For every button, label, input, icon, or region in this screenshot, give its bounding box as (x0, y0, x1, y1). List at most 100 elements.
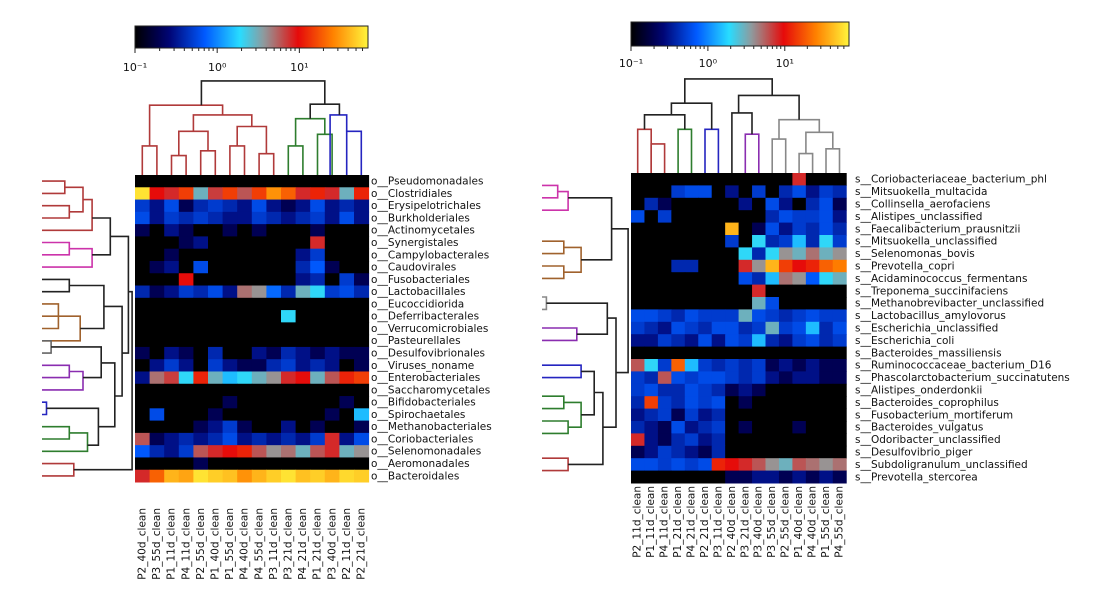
heatmap-cell (644, 408, 659, 422)
row-label: o__Verrucomicrobiales (371, 323, 488, 335)
heatmap-cell (208, 260, 224, 274)
heatmap-cell (237, 310, 253, 323)
heatmap-cell (805, 173, 820, 186)
heatmap-cell (738, 321, 753, 335)
heatmap-cell (149, 297, 165, 311)
heatmap-cell (237, 224, 253, 237)
heatmap-cell (281, 445, 297, 458)
heatmap-cell (149, 432, 165, 446)
dendrogram-link (542, 364, 582, 379)
heatmap-cell (324, 273, 340, 287)
row-label: o__Viruses_noname (371, 360, 474, 372)
heatmap-cell (657, 297, 672, 310)
heatmap-cell (792, 470, 807, 484)
row-label: o__Caudovirales (371, 262, 456, 274)
heatmap-cell (354, 248, 370, 262)
heatmap-cell (698, 284, 713, 298)
heatmap-cell (251, 199, 267, 213)
heatmap-cell (295, 322, 311, 336)
heatmap-cell (805, 197, 820, 211)
heatmap-cell (193, 420, 209, 434)
heatmap-cell (792, 421, 807, 434)
heatmap-cell (792, 383, 807, 397)
heatmap-cell (149, 445, 165, 458)
heatmap-cell (164, 175, 180, 188)
heatmap-cell (149, 359, 165, 372)
heatmap-cell (778, 210, 793, 224)
heatmap-cell (208, 371, 224, 385)
heatmap-cell (193, 469, 209, 483)
heatmap-cell (193, 445, 209, 458)
heatmap-cell (222, 383, 238, 397)
heatmap-cell (819, 359, 834, 372)
heatmap-cell (684, 235, 699, 248)
heatmap-cell (684, 334, 699, 348)
heatmap-cell (149, 396, 165, 409)
dendrogram-link (731, 112, 753, 173)
column-label: P2_21d_clean (699, 486, 711, 558)
heatmap-cell (193, 334, 209, 348)
heatmap-cell (281, 396, 297, 409)
dendrogram-link (103, 305, 123, 397)
heatmap-cell (819, 346, 834, 360)
heatmap-cell (765, 470, 780, 484)
heatmap-cell (281, 408, 297, 422)
heatmap-cell (778, 235, 793, 248)
heatmap-cell (671, 408, 686, 422)
heatmap-cell (310, 248, 326, 262)
heatmap-cell (251, 420, 267, 434)
heatmap-cell (164, 359, 180, 372)
heatmap-cell (805, 445, 820, 459)
dendrogram-link (670, 102, 713, 130)
heatmap-cell (644, 272, 659, 286)
heatmap-cell (671, 470, 686, 484)
heatmap-cell (819, 259, 834, 273)
dendrogram-link (200, 80, 326, 106)
heatmap-cell (222, 420, 238, 434)
heatmap-cell (631, 309, 645, 323)
heatmap-cell (222, 211, 238, 225)
heatmap-cell (644, 396, 659, 410)
heatmap-cell (792, 445, 807, 459)
heatmap-cell (178, 408, 194, 422)
row-label: s__Lactobacillus_amylovorus (855, 310, 1006, 322)
heatmap-cell (237, 469, 253, 483)
heatmap-cell (725, 210, 740, 224)
heatmap-cell (339, 420, 355, 434)
dendrogram-link (778, 118, 821, 140)
heatmap-cell (738, 396, 753, 410)
heatmap-cell (657, 359, 672, 372)
dendrogram-link (170, 154, 187, 175)
heatmap-cell (738, 210, 753, 224)
heatmap-cell (135, 445, 151, 458)
heatmap-cell (698, 408, 713, 422)
heatmap-cell (222, 285, 238, 299)
row-label: s__Odoribacter_unclassified (855, 434, 1001, 446)
heatmap-cell (698, 197, 713, 211)
heatmap-cell (792, 210, 807, 224)
column-label: P4_11d_clean (180, 508, 192, 580)
heatmap-cell (711, 334, 726, 348)
heatmap-cell (684, 383, 699, 397)
dendrogram-link (42, 432, 89, 453)
dendrogram-link (329, 114, 348, 175)
dendrogram-link (542, 327, 578, 342)
heatmap-cell (792, 259, 807, 273)
heatmap-cell (193, 260, 209, 274)
column-label: P1_21d_clean (672, 486, 684, 558)
heatmap-cell (164, 260, 180, 274)
heatmap-cell (324, 211, 340, 225)
heatmap-cell (778, 470, 793, 484)
heatmap-cell (819, 334, 834, 348)
heatmap-cell (631, 235, 645, 248)
heatmap-cell (819, 408, 834, 422)
heatmap-cell (711, 284, 726, 298)
heatmap-cell (725, 470, 740, 484)
heatmap-cell (832, 284, 847, 298)
row-label: s__Escherichia_unclassified (855, 322, 998, 334)
heatmap-cell (631, 173, 645, 186)
heatmap-cell (684, 297, 699, 310)
heatmap-cell (657, 346, 672, 360)
heatmap-cell (711, 247, 726, 261)
